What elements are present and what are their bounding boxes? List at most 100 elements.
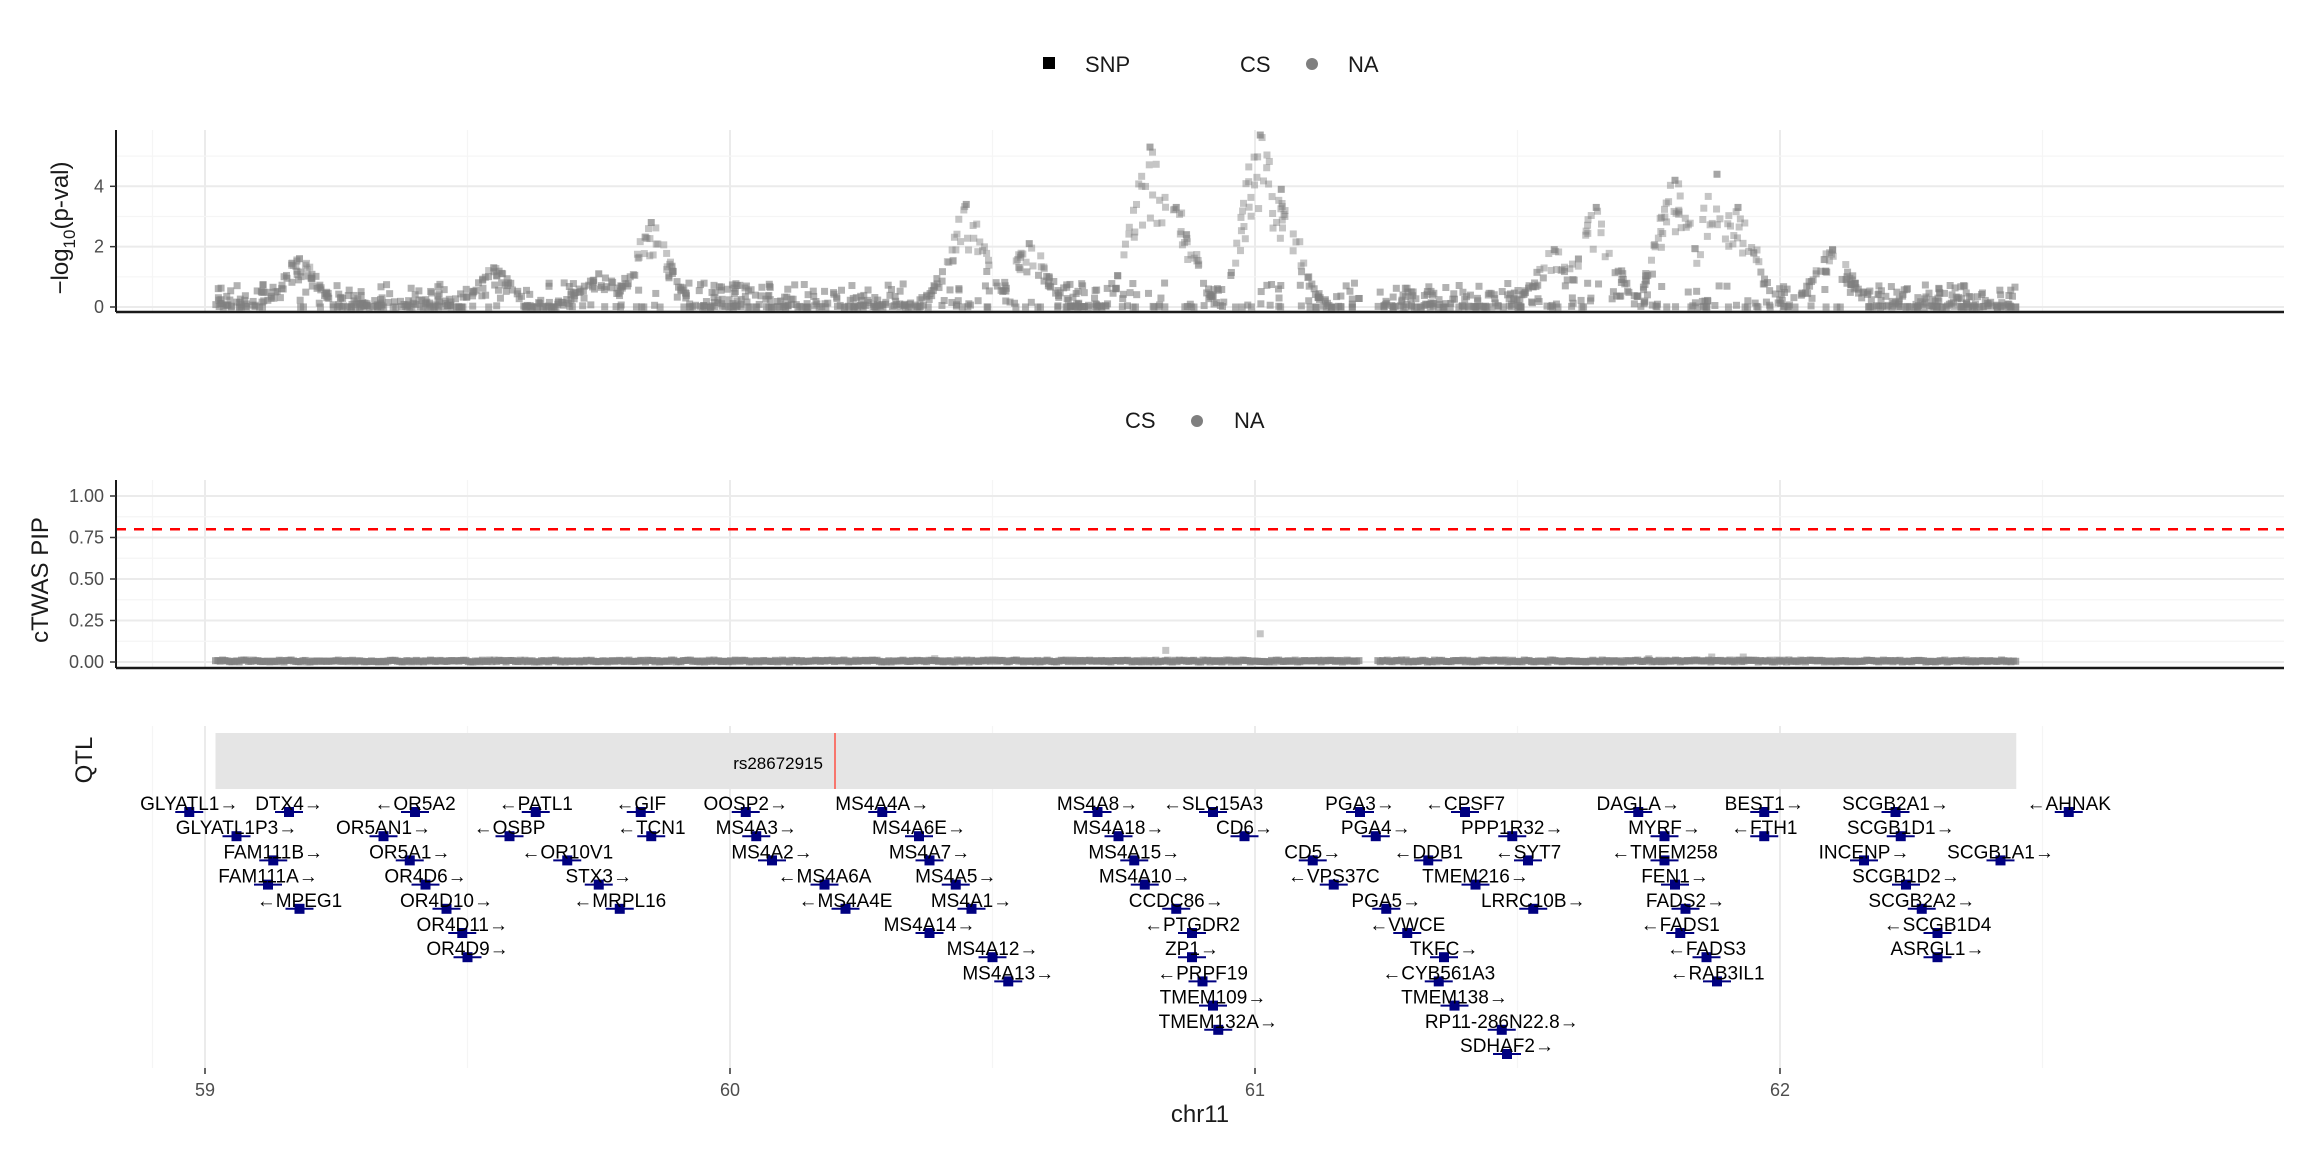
gene-label-fen1: FEN1→ (1641, 867, 1709, 888)
gwas-snp-point (1715, 282, 1723, 290)
gwas-snp-point (654, 240, 662, 248)
gwas-snp-point (447, 298, 455, 306)
gene-exon-ms4a18 (1113, 831, 1124, 842)
gene-label-ms4a6e: MS4A6E→ (872, 818, 966, 839)
pip-gene-point (1645, 655, 1653, 663)
gwas-snp-point (392, 303, 400, 311)
gwas-snp-point (1455, 303, 1463, 311)
gene-exon-ms4a14 (924, 928, 935, 938)
gwas-snp-point (1577, 296, 1585, 304)
gwas-peak-point (490, 264, 498, 272)
gene-exon-tmem216 (1470, 879, 1481, 890)
gwas-snp-point (1569, 276, 1577, 284)
gene-label-ms4a15: MS4A15→ (1088, 842, 1180, 863)
gwas-snp-point (564, 299, 572, 307)
gwas-snp-point (1205, 295, 1213, 303)
gwas-snp-point (613, 289, 621, 297)
gwas-snp-point (1843, 273, 1851, 281)
gwas-snp-point (575, 288, 583, 296)
gwas-snp-point (1957, 283, 1965, 291)
gwas-snp-point (1298, 268, 1306, 276)
gwas-snp-point (1961, 282, 1969, 290)
gwas-snp-point (569, 280, 577, 288)
gene-exon-cpsf7 (1460, 807, 1470, 817)
gwas-snp-point (1396, 302, 1404, 310)
gwas-snp-point (1932, 303, 1940, 311)
gwas-snp-point (1278, 216, 1286, 224)
gwas-snp-point (1730, 232, 1738, 240)
gwas-snp-point (1118, 303, 1126, 311)
gene-exon-prpf19 (1197, 976, 1208, 987)
gwas-snp-point (818, 303, 826, 311)
gene-label-fth1: ←FTH1 (1731, 818, 1798, 839)
gwas-snp-point (1652, 302, 1660, 310)
gene-label-vps37c: ←VPS37C (1288, 867, 1380, 888)
gwas-snp-point (1012, 303, 1020, 311)
gwas-snp-point (1998, 303, 2006, 311)
gene-label-lrrc10b: LRRC10B→ (1481, 891, 1586, 912)
gwas-snp-point (613, 284, 621, 292)
gene-exon-scgb2a2 (1916, 903, 1927, 914)
gwas-snp-point (983, 249, 991, 257)
gwas-snp-point (1247, 193, 1255, 201)
gene-label-tkfc: TKFC→ (1410, 939, 1479, 960)
gene-label-mrpl16: ←MRPL16 (573, 891, 666, 912)
gene-exon-ccdc86 (1171, 903, 1182, 914)
gwas-snp-point (340, 302, 348, 310)
gwas-snp-point (787, 295, 795, 303)
gwas-snp-point (276, 294, 284, 302)
gwas-snp-point (1255, 205, 1263, 213)
gwas-snp-point (1425, 283, 1433, 291)
gene-label-or4d9: OR4D9→ (426, 939, 508, 960)
gene-label-cd6: CD6→ (1216, 818, 1273, 839)
gwas-snp-point (587, 301, 595, 309)
gwas-snp-point (901, 300, 909, 308)
gwas-snp-point (1829, 252, 1837, 260)
gwas-snp-point (1176, 210, 1184, 218)
gwas-snp-point (2011, 283, 2019, 291)
gene-exon-ms4a4a (877, 807, 888, 817)
gwas-snp-point (1348, 303, 1356, 311)
gwas-snp-point (840, 303, 848, 311)
gwas-snp-point (851, 303, 859, 311)
gene-label-tmem132a: TMEM132A→ (1159, 1012, 1278, 1033)
gwas-snp-point (223, 292, 231, 300)
gene-exon-tmem258 (1659, 855, 1670, 866)
gwas-snp-point (938, 277, 946, 285)
gwas-snp-point (1327, 303, 1335, 311)
gwas-snp-point (1131, 303, 1139, 311)
gwas-snp-point (1531, 279, 1539, 287)
gene-exon-rp11-286n22-8 (1496, 1024, 1507, 1035)
gwas-snp-point (809, 287, 817, 295)
gwas-snp-point (973, 220, 981, 228)
gwas-snp-point (354, 295, 362, 303)
gwas-snp-point (621, 274, 629, 282)
gwas-snp-point (1002, 287, 1010, 295)
gwas-snp-point (965, 300, 973, 308)
gene-label-or10v1: ←OR10V1 (521, 842, 613, 863)
gwas-snp-point (1156, 196, 1164, 204)
gwas-snp-point (1823, 268, 1831, 276)
gwas-snp-point (1533, 268, 1541, 276)
gwas-snp-point (696, 281, 704, 289)
gwas-snp-point (708, 302, 716, 310)
gwas-peak-point (1256, 131, 1264, 139)
gwas-snp-point (844, 302, 852, 310)
gene-label-rp11-286n22-8: RP11-286N22.8→ (1425, 1012, 1579, 1033)
gwas-snp-point (1855, 289, 1863, 297)
gene-exon-dagla (1633, 807, 1644, 817)
gene-exon-scgb1a1 (1995, 855, 2006, 866)
gwas-snp-point (1648, 270, 1656, 278)
gwas-snp-point (1777, 300, 1785, 308)
gwas-snp-point (1917, 298, 1925, 306)
gwas-snp-point (1929, 296, 1937, 304)
gwas-snp-point (1455, 281, 1463, 289)
gene-label-ms4a6a: ←MS4A6A (778, 867, 872, 888)
gene-label-scgb1d1: SCGB1D1→ (1847, 818, 1955, 839)
gwas-snp-point (1188, 303, 1196, 311)
gene-exon-ms4a4e (840, 903, 851, 914)
gwas-snp-point (1066, 280, 1074, 288)
gwas-snp-point (1609, 288, 1617, 296)
gwas-snp-point (976, 238, 984, 246)
gwas-snp-point (1595, 280, 1603, 288)
